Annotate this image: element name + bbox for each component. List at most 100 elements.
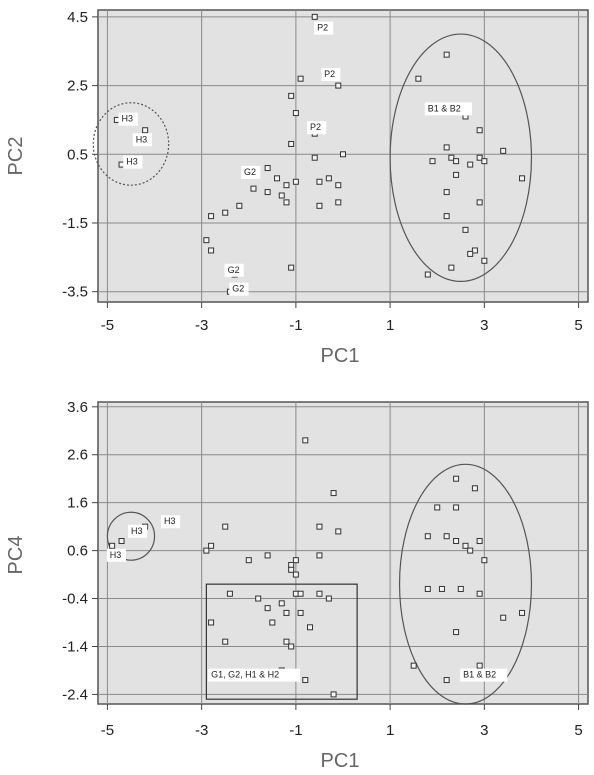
group-outlines-pc1-pc2 — [92, 33, 533, 282]
data-point — [453, 504, 460, 511]
point-annotation: H3 — [164, 516, 176, 526]
data-point — [142, 127, 149, 134]
data-point — [269, 619, 276, 626]
data-point — [519, 609, 526, 616]
data-point — [316, 178, 323, 185]
x-axis-label-pc1-pc4: PC1 — [321, 750, 360, 772]
y-tick-label: 1.6 — [67, 495, 88, 512]
data-point — [448, 264, 455, 271]
y-axis-label-pc2: PC2 — [5, 137, 27, 176]
annotation-background — [307, 121, 327, 135]
x-tick-labels-pc1-pc2: -5 -3 -1 1 3 5 — [101, 317, 583, 334]
point-annotation: H3 — [110, 550, 122, 560]
point-annotation: G2 — [228, 265, 240, 275]
x-tick-label: -1 — [289, 317, 302, 334]
data-point — [434, 504, 441, 511]
data-point — [203, 547, 210, 554]
data-point — [476, 590, 483, 597]
data-point — [519, 175, 526, 182]
group-ellipse — [389, 33, 533, 282]
data-point — [222, 209, 229, 216]
group-ellipse — [92, 102, 170, 186]
data-point — [311, 154, 318, 161]
point-annotation: B1 & B2 — [428, 103, 461, 113]
y-tick-label: -1.5 — [62, 215, 88, 232]
annotation-background — [321, 67, 341, 81]
data-point — [288, 561, 295, 568]
data-point — [476, 538, 483, 545]
data-point — [453, 158, 460, 165]
data-point — [278, 192, 285, 199]
group-ellipse — [106, 511, 156, 561]
data-point — [438, 585, 445, 592]
data-point — [415, 75, 422, 82]
annotation-background — [123, 155, 143, 169]
y-tick-label: 0.6 — [67, 543, 88, 560]
annotation-background — [229, 282, 249, 296]
x-tick-label: 5 — [574, 317, 582, 334]
data-point — [297, 590, 304, 597]
data-point — [424, 533, 431, 540]
data-point — [283, 199, 290, 206]
data-point — [250, 185, 257, 192]
data-point — [222, 638, 229, 645]
data-point — [325, 595, 332, 602]
x-tick-label: -3 — [195, 317, 208, 334]
data-point — [297, 609, 304, 616]
point-annotation: H3 — [131, 526, 143, 536]
annotation-background — [314, 21, 334, 35]
data-point — [481, 557, 488, 564]
annotation-background — [132, 133, 152, 147]
point-annotation: G1, G2, H1 & H2 — [211, 670, 279, 680]
data-point — [471, 485, 478, 492]
data-point — [500, 147, 507, 154]
y-tick-label: -2.4 — [62, 686, 88, 703]
annotation-background — [460, 668, 508, 682]
data-point — [302, 677, 309, 684]
y-tick-label: 2.5 — [67, 78, 88, 95]
data-point — [443, 533, 450, 540]
data-point — [264, 165, 271, 172]
annotation-background — [224, 263, 244, 277]
point-annotation: P2 — [324, 69, 335, 79]
point-annotation: P2 — [317, 23, 328, 33]
data-point — [316, 523, 323, 530]
point-annotation: P2 — [310, 122, 321, 132]
data-point — [297, 75, 304, 82]
data-point — [226, 590, 233, 597]
data-point — [208, 619, 215, 626]
data-point — [288, 92, 295, 99]
x-tick-label: 5 — [574, 722, 582, 739]
data-point — [448, 154, 455, 161]
data-point — [443, 144, 450, 151]
data-point — [443, 189, 450, 196]
y-tick-label: 4.5 — [67, 9, 88, 26]
data-point — [288, 566, 295, 573]
data-point — [292, 571, 299, 578]
data-point — [292, 110, 299, 117]
data-point — [453, 629, 460, 636]
x-tick-label: 1 — [386, 317, 394, 334]
data-point — [476, 127, 483, 134]
y-tick-label: -0.4 — [62, 591, 88, 608]
annotation-background — [241, 165, 261, 179]
data-point — [264, 189, 271, 196]
point-annotation: H3 — [126, 157, 138, 167]
data-point — [302, 437, 309, 444]
data-point — [462, 542, 469, 549]
data-point — [283, 182, 290, 189]
point-annotation: H3 — [122, 114, 134, 124]
data-point — [453, 538, 460, 545]
data-point — [471, 247, 478, 254]
point-annotation: G2 — [244, 167, 256, 177]
data-point — [109, 542, 116, 549]
data-point — [283, 638, 290, 645]
data-point — [453, 171, 460, 178]
data-point — [325, 175, 332, 182]
data-point — [335, 182, 342, 189]
y-axis-label-pc4: PC4 — [5, 536, 27, 575]
data-point — [330, 691, 337, 698]
data-point — [481, 257, 488, 264]
